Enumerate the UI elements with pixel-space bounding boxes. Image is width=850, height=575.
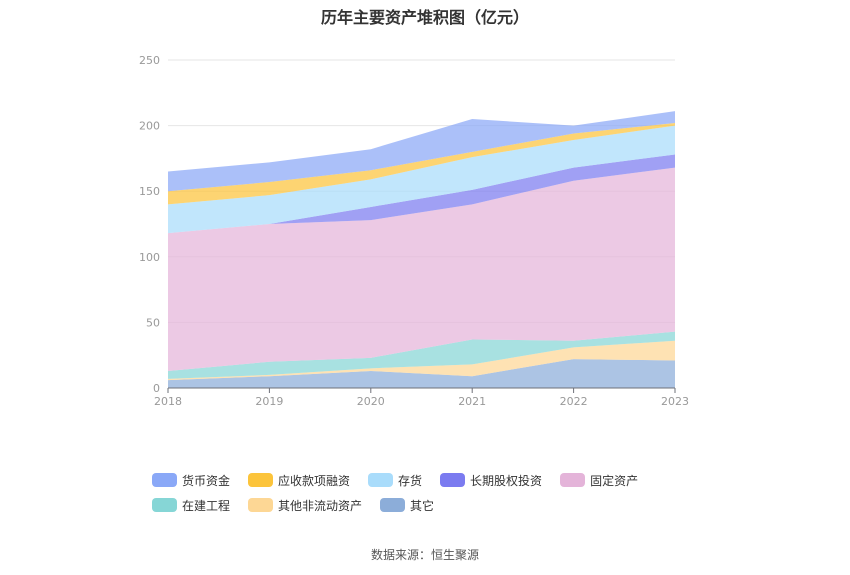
chart-legend: 货币资金 应收款项融资 存货 长期股权投资 固定资产在建工程 其他非流动资产 其它: [152, 472, 712, 513]
area-series-2[interactable]: [168, 125, 675, 234]
stacked-area-chart: 0 50 100 150 200 250 2018 2019 2020 2021 2022 2023: [139, 54, 689, 408]
legend-label: 存货: [398, 473, 423, 488]
legend-label: 货币资金: [182, 473, 231, 488]
area-series-4[interactable]: [168, 167, 675, 371]
legend-item-7[interactable]: 其它: [380, 497, 434, 513]
legend-swatch: [380, 498, 406, 512]
x-tick-label: 2020: [357, 395, 385, 408]
legend-item-0[interactable]: 货币资金: [152, 472, 230, 488]
legend-swatch: [368, 473, 394, 487]
data-source: 数据来源：恒生聚源: [370, 548, 479, 562]
legend-label: 应收款项融资: [278, 473, 351, 488]
area-series-3[interactable]: [168, 154, 675, 234]
y-tick-label: 50: [146, 316, 160, 329]
legend-item-3[interactable]: 长期股权投资: [440, 472, 542, 488]
y-tick-label: 200: [139, 120, 160, 133]
x-tick-label: 2022: [560, 395, 588, 408]
x-tick-label: 2018: [154, 395, 182, 408]
area-series-0[interactable]: [168, 111, 675, 192]
area-series-1[interactable]: [168, 122, 675, 205]
legend-item-2[interactable]: 存货: [368, 472, 422, 488]
legend-swatch: [440, 473, 466, 487]
x-tick-label: 2019: [255, 395, 283, 408]
legend-label: 长期股权投资: [470, 473, 543, 488]
legend-item-4[interactable]: 固定资产: [560, 472, 638, 488]
y-tick-label: 250: [139, 54, 160, 67]
x-tick-label: 2023: [661, 395, 689, 408]
legend-swatch: [248, 498, 274, 512]
legend-item-6[interactable]: 其他非流动资产: [248, 497, 362, 513]
legend-label: 其他非流动资产: [278, 498, 363, 513]
legend-label: 其它: [410, 498, 435, 513]
y-tick-label: 150: [139, 185, 160, 198]
y-tick-label: 100: [139, 251, 160, 264]
legend-label: 在建工程: [182, 498, 231, 513]
legend-label: 固定资产: [590, 473, 639, 488]
area-series-5[interactable]: [168, 331, 675, 379]
area-series-6[interactable]: [168, 340, 675, 381]
chart-title: 历年主要资产堆积图（亿元）: [320, 8, 529, 27]
legend-swatch: [560, 473, 586, 487]
legend-swatch: [152, 498, 177, 512]
legend-swatch: [248, 473, 274, 487]
legend-item-5[interactable]: 在建工程: [152, 497, 230, 513]
y-tick-label: 0: [153, 382, 160, 395]
x-tick-label: 2021: [458, 395, 486, 408]
legend-item-1[interactable]: 应收款项融资: [248, 472, 350, 488]
legend-swatch: [152, 473, 177, 487]
